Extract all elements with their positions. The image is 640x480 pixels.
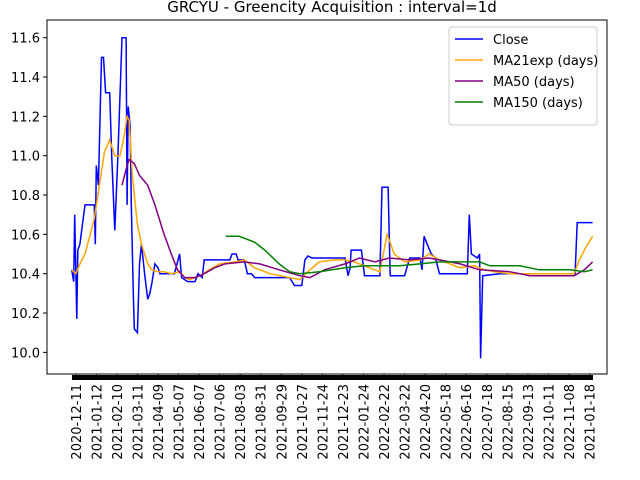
x-tick-label: 2022-05-18 — [440, 384, 455, 460]
x-tick-label: 2022-07-18 — [481, 384, 496, 460]
x-tick-label: 2022-04-20 — [419, 384, 434, 460]
x-tick-label: 2022-06-16 — [460, 384, 475, 460]
x-tick-label: 2021-08-03 — [234, 384, 249, 460]
x-tick-label: 2022-08-15 — [501, 384, 516, 460]
x-tick-label: 2021-06-07 — [193, 384, 208, 460]
x-tick-label: 2022-09-13 — [522, 384, 537, 460]
series-line — [121, 158, 594, 279]
x-tick-label: 2022-10-11 — [542, 384, 557, 460]
x-tick-label: 2021-10-27 — [296, 384, 311, 460]
x-tick-label: 2021-09-29 — [275, 384, 290, 460]
legend-label: MA50 (days) — [493, 75, 575, 90]
x-tick-label: 2021-01-18 — [584, 384, 599, 460]
legend-label: Close — [493, 33, 528, 48]
x-tick-label: 2022-03-22 — [399, 384, 414, 460]
series-line — [70, 36, 593, 359]
legend-box — [448, 26, 598, 126]
y-tick-label: 10.8 — [11, 189, 40, 204]
legend-label: MA21exp (days) — [493, 54, 598, 69]
x-tick-label: 2020-12-11 — [70, 384, 85, 460]
legend-label: MA150 (days) — [493, 96, 583, 111]
x-tick-label: 2021-12-23 — [337, 384, 352, 460]
series-line — [225, 235, 593, 275]
x-tick-label: 2021-03-11 — [131, 384, 146, 460]
y-tick-label: 11.6 — [11, 32, 40, 47]
x-tick-label: 2021-02-10 — [111, 384, 126, 460]
x-tick-label: 2022-01-24 — [357, 384, 372, 460]
x-tick-label: 2021-04-09 — [152, 384, 167, 460]
y-tick-label: 11.2 — [11, 110, 40, 125]
x-tick-label: 2021-08-31 — [255, 384, 270, 460]
x-tick-label: 2021-01-12 — [90, 384, 105, 460]
y-tick-label: 10.6 — [11, 228, 40, 243]
x-tick-label: 2022-11-08 — [563, 384, 578, 460]
x-tick-label: 2022-02-22 — [378, 384, 393, 460]
y-tick-label: 10.2 — [11, 307, 40, 322]
y-tick-label: 11.4 — [11, 71, 40, 86]
minor-ticks — [72, 375, 593, 380]
plot-frame — [46, 19, 608, 375]
y-tick-label: 11.0 — [11, 150, 40, 165]
y-tick-label: 10.4 — [11, 268, 40, 283]
x-tick-label: 2021-11-24 — [316, 384, 331, 460]
x-tick-label: 2021-07-06 — [214, 384, 229, 460]
y-tick-label: 10.0 — [11, 346, 40, 361]
chart-title: GRCYU - Greencity Acquisition : interval… — [167, 0, 497, 16]
x-tick-label: 2021-05-07 — [173, 384, 188, 460]
